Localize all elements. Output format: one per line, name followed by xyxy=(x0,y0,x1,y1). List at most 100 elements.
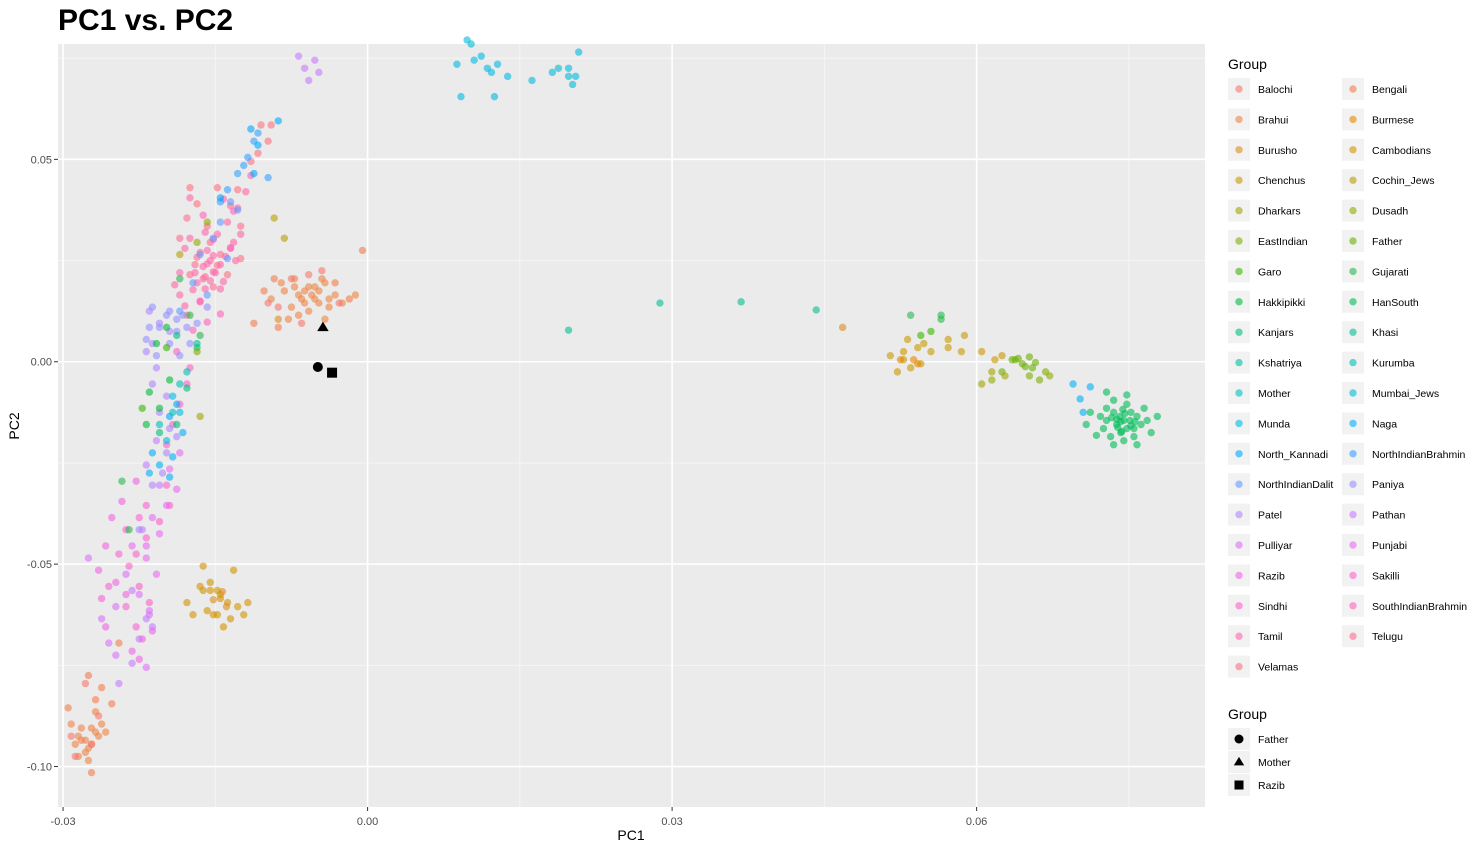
color-legend-title: Group xyxy=(1228,56,1267,72)
legend-label: Sindhi xyxy=(1258,601,1287,613)
data-point xyxy=(155,461,164,469)
data-point xyxy=(115,679,123,688)
legend-key-dot xyxy=(1349,298,1357,306)
data-point xyxy=(179,428,187,437)
legend-item: Burmese xyxy=(1342,108,1414,131)
data-point xyxy=(209,611,218,619)
data-point xyxy=(991,356,999,364)
y-tick-label: 0.05 xyxy=(31,154,52,166)
data-point xyxy=(294,291,303,299)
data-point xyxy=(308,291,316,299)
data-point xyxy=(135,582,143,591)
data-point xyxy=(201,285,209,293)
data-point xyxy=(254,129,262,137)
data-point xyxy=(81,679,90,688)
legend-key-dot xyxy=(1235,510,1243,519)
data-point xyxy=(152,364,161,372)
data-point xyxy=(233,169,242,178)
data-point xyxy=(203,246,211,255)
data-point xyxy=(1140,404,1148,412)
data-point xyxy=(173,400,181,408)
legend-key-dot xyxy=(1235,328,1243,336)
data-point xyxy=(108,700,116,708)
data-point xyxy=(1096,412,1105,421)
data-point xyxy=(132,623,140,631)
data-point xyxy=(97,683,106,692)
data-point xyxy=(165,465,174,473)
data-point xyxy=(148,481,157,489)
legend-item: Kanjars xyxy=(1228,321,1294,344)
data-point xyxy=(71,740,79,748)
legend-item: EastIndian xyxy=(1228,230,1308,252)
data-point xyxy=(305,271,313,279)
data-point xyxy=(244,153,252,162)
legend-label: Pulliyar xyxy=(1258,540,1293,552)
data-point xyxy=(1106,432,1115,441)
data-point xyxy=(937,315,945,323)
data-point xyxy=(920,339,928,348)
legend-item: Sindhi xyxy=(1228,594,1287,617)
data-point xyxy=(1045,372,1054,380)
data-point xyxy=(115,550,123,558)
data-point xyxy=(155,530,164,538)
legend-label: Cambodians xyxy=(1372,145,1431,157)
data-point xyxy=(203,606,211,615)
data-point xyxy=(193,200,201,208)
data-point xyxy=(1147,428,1155,437)
square-icon xyxy=(1234,780,1244,790)
data-point xyxy=(132,477,140,485)
data-point xyxy=(213,183,222,192)
data-point xyxy=(176,291,184,299)
legend-label: Velamas xyxy=(1258,662,1298,674)
data-point xyxy=(264,299,272,307)
data-point xyxy=(186,271,194,279)
data-point xyxy=(222,602,231,611)
data-point xyxy=(128,659,136,668)
data-point xyxy=(240,161,248,170)
data-point xyxy=(233,206,242,214)
legend-label: Dharkars xyxy=(1258,206,1301,218)
data-point xyxy=(169,453,177,461)
data-point xyxy=(297,319,306,327)
legend-key-dot xyxy=(1349,419,1357,428)
data-point xyxy=(899,347,908,356)
data-point xyxy=(325,303,333,311)
data-point xyxy=(125,562,133,570)
data-point xyxy=(169,408,177,417)
data-point xyxy=(142,501,151,510)
data-point xyxy=(176,408,184,417)
legend-key-dot xyxy=(1349,632,1357,640)
data-point xyxy=(300,299,309,307)
data-point xyxy=(244,598,252,607)
legend-label: North_Kannadi xyxy=(1258,449,1328,461)
legend-item: Gujarati xyxy=(1342,260,1409,283)
data-point xyxy=(203,303,211,311)
legend-label: HanSouth xyxy=(1372,297,1419,309)
data-point xyxy=(213,261,222,270)
data-point xyxy=(812,306,820,314)
data-point xyxy=(169,392,177,400)
legend-label: Father xyxy=(1372,236,1403,248)
data-point xyxy=(274,117,282,125)
data-point xyxy=(274,315,282,323)
data-point xyxy=(927,347,935,356)
legend-key-dot xyxy=(1235,450,1243,458)
legend-item: Garo xyxy=(1228,260,1282,283)
data-point xyxy=(87,740,96,748)
data-point xyxy=(1118,427,1126,436)
data-point xyxy=(148,380,157,388)
shape-legend-item: Razib xyxy=(1228,774,1285,796)
data-point xyxy=(548,68,557,77)
data-point xyxy=(229,566,238,574)
data-point xyxy=(165,473,174,481)
data-point xyxy=(216,194,225,202)
data-point xyxy=(1102,404,1111,412)
legend-item: Telugu xyxy=(1342,625,1403,648)
data-point xyxy=(927,327,935,336)
data-point xyxy=(165,376,174,384)
shape-legend-item: Father xyxy=(1228,728,1289,750)
data-point xyxy=(97,615,106,623)
legend-item: Mother xyxy=(1228,382,1291,404)
data-point xyxy=(148,303,157,311)
